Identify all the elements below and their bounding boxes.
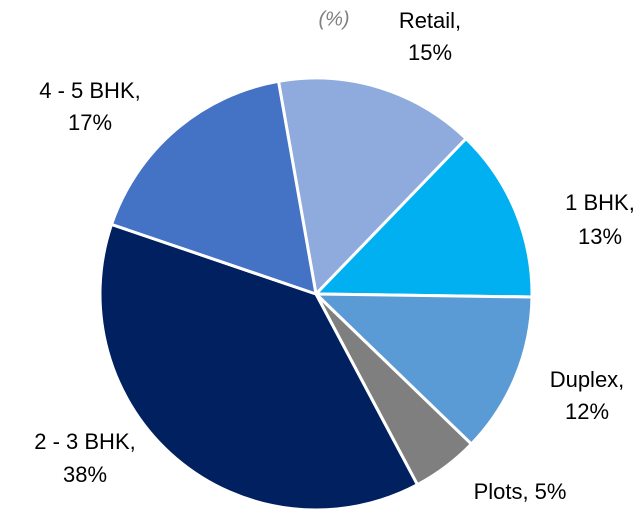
category-label: 4 - 5 BHK, (39, 78, 140, 103)
data-label: Plots, 5% (474, 479, 567, 504)
pie-slice (109, 79, 318, 297)
category-label: 1 BHK, (565, 190, 635, 215)
value-label: 17% (68, 110, 112, 135)
chart-subtitle: (%) (318, 8, 349, 30)
category-label: Retail, (399, 8, 461, 33)
value-label: 5% (535, 479, 567, 504)
value-label: 38% (63, 462, 107, 487)
value-label: 12% (565, 399, 609, 424)
pie-slice (312, 136, 534, 299)
category-label: 2 - 3 BHK, (34, 429, 135, 454)
pie-slice (276, 76, 469, 298)
category-label: Duplex, (550, 367, 625, 392)
value-label: 13% (578, 224, 622, 249)
pie-slice (312, 292, 534, 447)
value-label: 15% (408, 40, 452, 65)
category-label: Plots, (474, 479, 529, 504)
pie-slice (98, 222, 420, 510)
